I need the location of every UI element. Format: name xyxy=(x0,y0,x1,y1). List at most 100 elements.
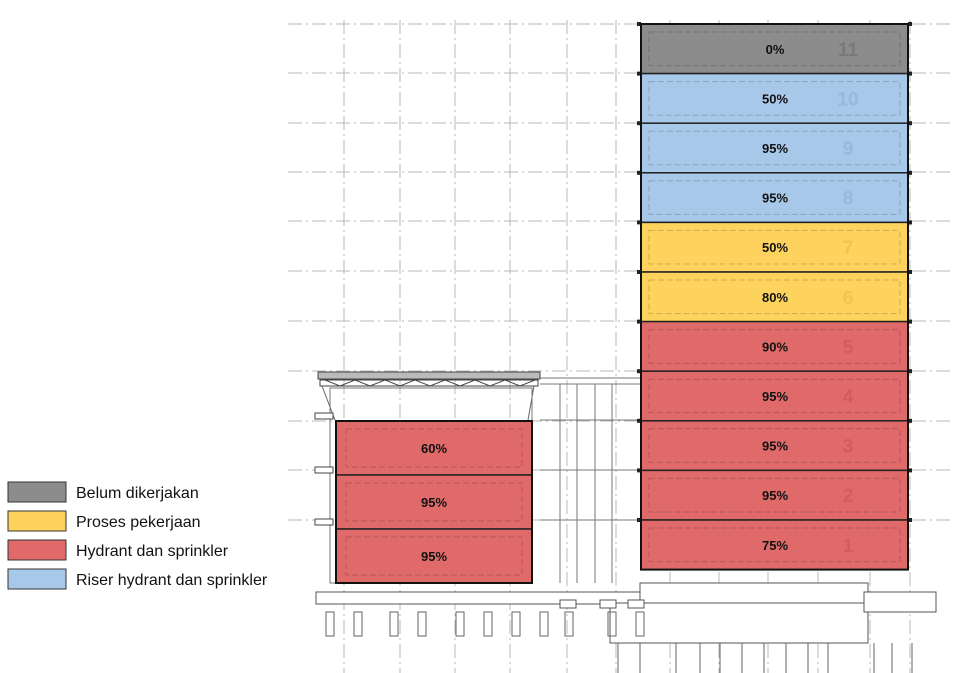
progress-label: 90% xyxy=(762,339,788,354)
floor-inner-outline xyxy=(648,229,901,265)
slab-edge xyxy=(908,468,912,473)
legend-swatch xyxy=(7,481,67,503)
slab-edge xyxy=(637,22,641,26)
floor-number: 2 xyxy=(843,486,854,507)
floor-inner-outline xyxy=(648,527,901,563)
legend-item-belum: Belum dikerjakan xyxy=(7,481,199,503)
podium-floors: 60% 95% 95% xyxy=(335,420,533,584)
tower-floor-11: 0% 11 xyxy=(637,22,912,75)
floor-band xyxy=(335,420,533,476)
progress-label: 95% xyxy=(421,495,447,510)
progress-label: 95% xyxy=(762,439,788,454)
legend-label: Hydrant dan sprinkler xyxy=(76,543,229,560)
foundation xyxy=(315,582,937,644)
slab-edge xyxy=(908,220,912,225)
tower-floor-2: 95% 2 xyxy=(637,468,912,521)
floor-band xyxy=(640,122,909,174)
floor-inner-outline xyxy=(345,536,523,576)
progress-label: 60% xyxy=(421,441,447,456)
tower-floor-3: 95% 3 xyxy=(637,418,912,472)
pile xyxy=(455,611,465,637)
floor-inner-outline xyxy=(648,378,901,414)
progress-label: 75% xyxy=(762,538,788,553)
legend-swatch xyxy=(7,539,67,561)
legend: Belum dikerjakan Proses pekerjaan Hydrant … xyxy=(7,481,268,590)
legend-label: Proses pekerjaan xyxy=(76,514,201,531)
tower-floor-10: 50% 10 xyxy=(637,71,912,124)
progress-label: 95% xyxy=(762,141,788,156)
pile xyxy=(539,611,549,637)
tower-floor-9: 95% 9 xyxy=(637,121,912,174)
slab-edge xyxy=(637,121,641,126)
floor-number: 6 xyxy=(843,288,854,309)
pile xyxy=(389,611,399,637)
pile xyxy=(483,611,493,637)
progress-label: 50% xyxy=(762,91,788,106)
progress-label: 80% xyxy=(762,290,788,305)
slab-edge xyxy=(908,71,912,76)
slab-edge xyxy=(908,369,912,374)
floor-number: 1 xyxy=(843,536,854,557)
floor-inner-outline xyxy=(648,279,901,315)
tower-floor-4: 95% 4 xyxy=(637,369,912,422)
slab-edge xyxy=(637,518,641,522)
slab-edge xyxy=(908,518,912,522)
floor-inner-outline xyxy=(648,477,901,513)
progress-label: 50% xyxy=(762,240,788,255)
pile xyxy=(325,611,335,637)
floor-number: 8 xyxy=(843,189,854,210)
floor-inner-outline xyxy=(648,31,901,67)
legend-swatch xyxy=(7,510,67,532)
floor-inner-outline xyxy=(648,329,901,364)
tower-outline xyxy=(640,23,909,571)
floor-inner-outline xyxy=(648,180,901,215)
podium-floor: 95% xyxy=(335,528,533,584)
slab-edge xyxy=(637,220,641,225)
legend-label: Riser hydrant dan sprinkler xyxy=(76,572,268,589)
foundation-piles xyxy=(325,611,913,673)
floor-inner-outline xyxy=(345,482,523,522)
progress-label: 95% xyxy=(762,191,788,206)
floor-inner-outline xyxy=(648,428,901,463)
slab-edge xyxy=(908,270,912,274)
legend-item-proses: Proses pekerjaan xyxy=(7,510,201,532)
pile xyxy=(607,611,617,637)
building-structure xyxy=(314,371,937,673)
legend-label: Belum dikerjakan xyxy=(76,485,199,502)
floor-band xyxy=(640,271,909,323)
legend-item-riser: Riser hydrant dan sprinkler xyxy=(7,568,268,590)
slab-edge xyxy=(908,22,912,26)
podium-floor: 60% xyxy=(335,420,533,476)
floor-number: 9 xyxy=(843,139,854,160)
floor-band xyxy=(640,320,909,372)
pile xyxy=(417,611,427,637)
progress-label: 95% xyxy=(421,549,447,564)
legend-swatch xyxy=(7,568,67,590)
tower-floor-6: 80% 6 xyxy=(637,270,912,323)
floor-number: 11 xyxy=(838,40,859,61)
progress-label: 0% xyxy=(766,42,785,57)
floor-number: 5 xyxy=(843,337,854,358)
tower-floor-5: 90% 5 xyxy=(637,319,912,372)
floor-number: 3 xyxy=(843,437,854,458)
floor-inner-outline xyxy=(648,130,901,166)
slab-edge xyxy=(637,270,641,274)
progress-label: 95% xyxy=(762,488,788,503)
floor-band xyxy=(640,469,909,521)
slab-edge xyxy=(637,369,641,374)
tower-floor-7: 50% 7 xyxy=(637,220,912,273)
slab-edge xyxy=(637,418,641,423)
pile xyxy=(353,611,363,637)
roof-truss xyxy=(317,371,541,421)
slab-edge xyxy=(908,418,912,423)
pile xyxy=(511,611,521,637)
podium-floor: 95% xyxy=(335,474,533,530)
floor-inner-outline xyxy=(648,81,901,116)
floor-band xyxy=(640,370,909,422)
slab-edge xyxy=(908,170,912,175)
floor-number: 7 xyxy=(843,238,854,259)
pile xyxy=(635,611,645,637)
tower-floor-1: 75% 1 xyxy=(637,518,912,571)
pile xyxy=(564,611,574,637)
floor-number: 10 xyxy=(837,89,858,110)
